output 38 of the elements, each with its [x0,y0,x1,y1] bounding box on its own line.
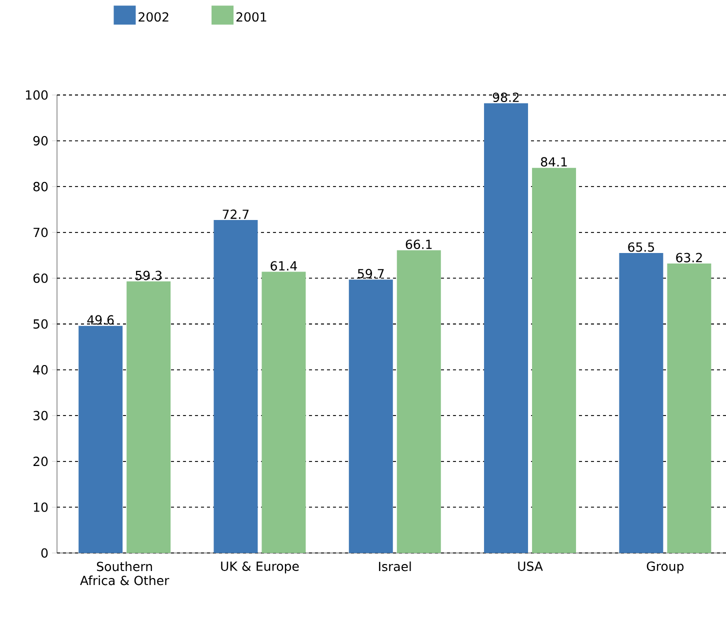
data-label: 59.7 [358,268,384,278]
bar [396,250,441,553]
y-tick-label: 100 [26,90,48,100]
bar [619,253,664,553]
data-label: 65.5 [628,242,654,252]
y-tick-label: 90 [33,136,48,146]
data-label: 98.2 [492,92,519,102]
data-label: 63.2 [676,252,702,262]
data-label: 72.7 [222,210,249,219]
x-tick-label: UK & Europe [221,562,299,574]
data-label: 49.6 [87,315,114,325]
y-tick-label: 70 [34,228,48,238]
y-tick-label: 40 [33,365,48,375]
bar [262,272,306,553]
y-tick-label: 80 [33,182,48,192]
x-tick-label: Israel [379,562,411,572]
y-tick-label: 60 [33,273,48,283]
y-tick-label: 20 [33,456,48,466]
bar [78,326,123,553]
data-label: 61.4 [270,261,297,271]
bar [532,168,576,553]
y-tick-label: 0 [41,548,48,558]
data-label: 66.1 [406,240,432,250]
legend-label: 2001 [236,12,266,22]
bar [126,281,171,553]
y-tick-label: 50 [34,319,48,329]
y-tick-label: 10 [34,502,48,512]
x-tick-label: Group [646,562,684,574]
y-tick-label: 30 [34,410,48,420]
bar [348,280,393,553]
bar [667,264,712,553]
data-label: 84.1 [540,157,567,167]
data-label: 59.3 [136,270,162,280]
x-tick-label: Southern Africa & Other [80,562,170,586]
legend-label: 2002 [138,12,168,22]
bar [214,220,258,553]
bar [484,103,528,553]
x-tick-label: USA [518,562,543,571]
